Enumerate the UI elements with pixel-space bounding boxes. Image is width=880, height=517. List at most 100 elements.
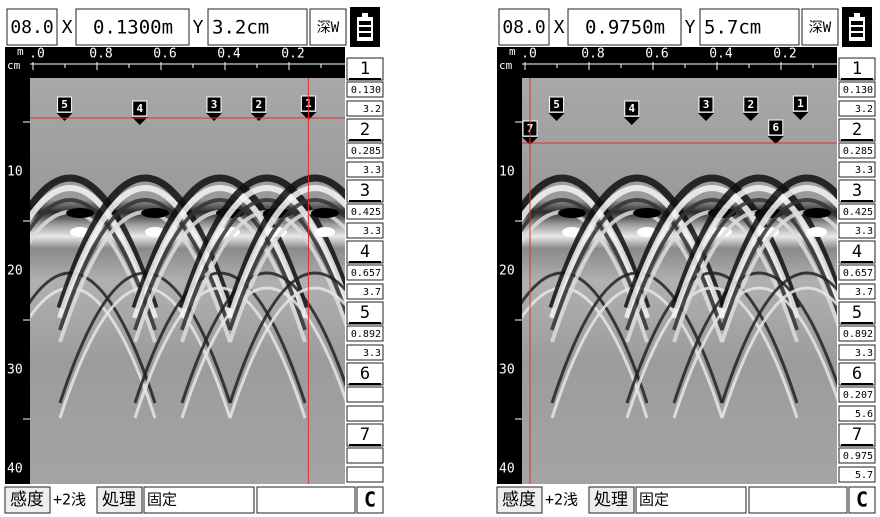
marker-label: 1: [797, 97, 804, 110]
x-label: X: [62, 17, 73, 38]
list-x: 0.975: [843, 451, 873, 462]
battery-cap: [854, 13, 860, 17]
list-depth: 3.7: [363, 287, 381, 298]
battery-bar: [851, 27, 863, 31]
battery-bar: [359, 27, 371, 31]
echo-blob: [315, 227, 335, 237]
list-depth: 5.7: [855, 470, 873, 481]
status-box: [749, 487, 847, 513]
echo-blob: [141, 208, 169, 218]
list-x-box: [347, 387, 383, 402]
process: 固定: [639, 491, 669, 509]
sensitivity: +2浅: [53, 491, 86, 509]
clear: C: [856, 488, 868, 512]
sensitivity-label: 感度: [10, 490, 44, 510]
x-tick-label: .0: [29, 47, 45, 62]
echo-blob: [311, 208, 339, 218]
y-label: Y: [193, 17, 204, 38]
status-box: [257, 487, 355, 513]
list-id: 3: [852, 181, 862, 201]
unit-y: cm: [7, 59, 21, 72]
echo-blob: [558, 208, 586, 218]
clear: C: [364, 488, 376, 512]
mode: 深W: [809, 20, 832, 36]
process-label: 処理: [594, 490, 628, 510]
x-tick-label: .0: [521, 47, 537, 62]
unit-y: cm: [499, 59, 513, 72]
list-x: 0.425: [843, 207, 873, 218]
echo-blob: [633, 208, 661, 218]
range: 08.0: [502, 17, 545, 38]
x-tick-label: 0.8: [581, 47, 604, 62]
marker-label: 6: [772, 121, 779, 134]
list-x: 0.657: [351, 268, 381, 279]
list-depth-box: [347, 467, 383, 482]
x-tick-label: 0.2: [281, 47, 304, 62]
list-id: 2: [852, 120, 862, 140]
list-id: 5: [360, 303, 370, 323]
x-tick-label: 0.6: [645, 47, 668, 62]
list-x: 0.130: [843, 85, 873, 96]
list-depth: 3.3: [855, 165, 873, 176]
mode: 深W: [317, 20, 340, 36]
list-depth: 3.2: [363, 104, 381, 115]
list-id: 7: [852, 425, 862, 445]
y-label: Y: [685, 17, 696, 38]
list-id: 1: [852, 59, 862, 79]
list-id: 4: [360, 242, 370, 262]
marker-label: 3: [211, 98, 218, 111]
y-tick-label: 30: [499, 363, 515, 378]
x-tick-label: 0.6: [153, 47, 176, 62]
sensitivity: +2浅: [545, 491, 578, 509]
list-id: 6: [852, 364, 862, 384]
list-id: 6: [360, 364, 370, 384]
list-id: 2: [360, 120, 370, 140]
y-tick-label: 20: [499, 264, 515, 279]
list-id: 5: [852, 303, 862, 323]
battery-cap: [362, 13, 368, 17]
marker-label: 5: [553, 98, 560, 111]
y-tick-label: 20: [7, 264, 23, 279]
echo-blob: [807, 227, 827, 237]
list-depth: 3.3: [855, 348, 873, 359]
process-label: 処理: [102, 490, 136, 510]
page: {"panels": [ {"header": {"range": "08.0"…: [0, 0, 880, 517]
y-tick-label: 10: [7, 165, 23, 180]
x-value: 0.9750m: [585, 17, 665, 39]
list-x: 0.285: [843, 146, 873, 157]
list-x: 0.657: [843, 268, 873, 279]
list-id: 3: [360, 181, 370, 201]
list-depth: 3.2: [855, 104, 873, 115]
y-tick-label: 30: [7, 363, 23, 378]
list-x: 0.207: [843, 390, 873, 401]
marker-label: 3: [703, 98, 710, 111]
x-tick-label: 0.4: [217, 47, 241, 62]
screenshot: 08.0X0.1300mY3.2cm深Wmcm.00.80.60.40.2102…: [0, 0, 880, 517]
list-id: 7: [360, 425, 370, 445]
unit-x: m: [509, 45, 516, 58]
battery-bar: [359, 33, 371, 37]
y-tick-label: 40: [499, 462, 515, 477]
list-id: 1: [360, 59, 370, 79]
y-tick-label: 40: [7, 462, 23, 477]
x-value: 0.1300m: [93, 17, 173, 39]
marker-label: 2: [747, 98, 754, 111]
list-depth: 3.3: [363, 226, 381, 237]
marker-label: 5: [61, 98, 68, 111]
list-id: 4: [852, 242, 862, 262]
device-screen: 08.0X0.1300mY3.2cm深Wmcm.00.80.60.40.2102…: [0, 7, 400, 513]
marker-label: 4: [136, 102, 143, 115]
list-depth: 3.3: [363, 165, 381, 176]
battery-bar: [851, 33, 863, 37]
list-x: 0.130: [351, 85, 381, 96]
x-tick-label: 0.8: [89, 47, 112, 62]
list-depth: 5.6: [855, 409, 873, 420]
unit-x: m: [17, 45, 24, 58]
list-x: 0.892: [351, 329, 381, 340]
list-depth: 3.3: [855, 226, 873, 237]
list-x: 0.425: [351, 207, 381, 218]
list-depth-box: [347, 406, 383, 421]
battery-bar: [359, 21, 371, 25]
x-label: X: [554, 17, 565, 38]
